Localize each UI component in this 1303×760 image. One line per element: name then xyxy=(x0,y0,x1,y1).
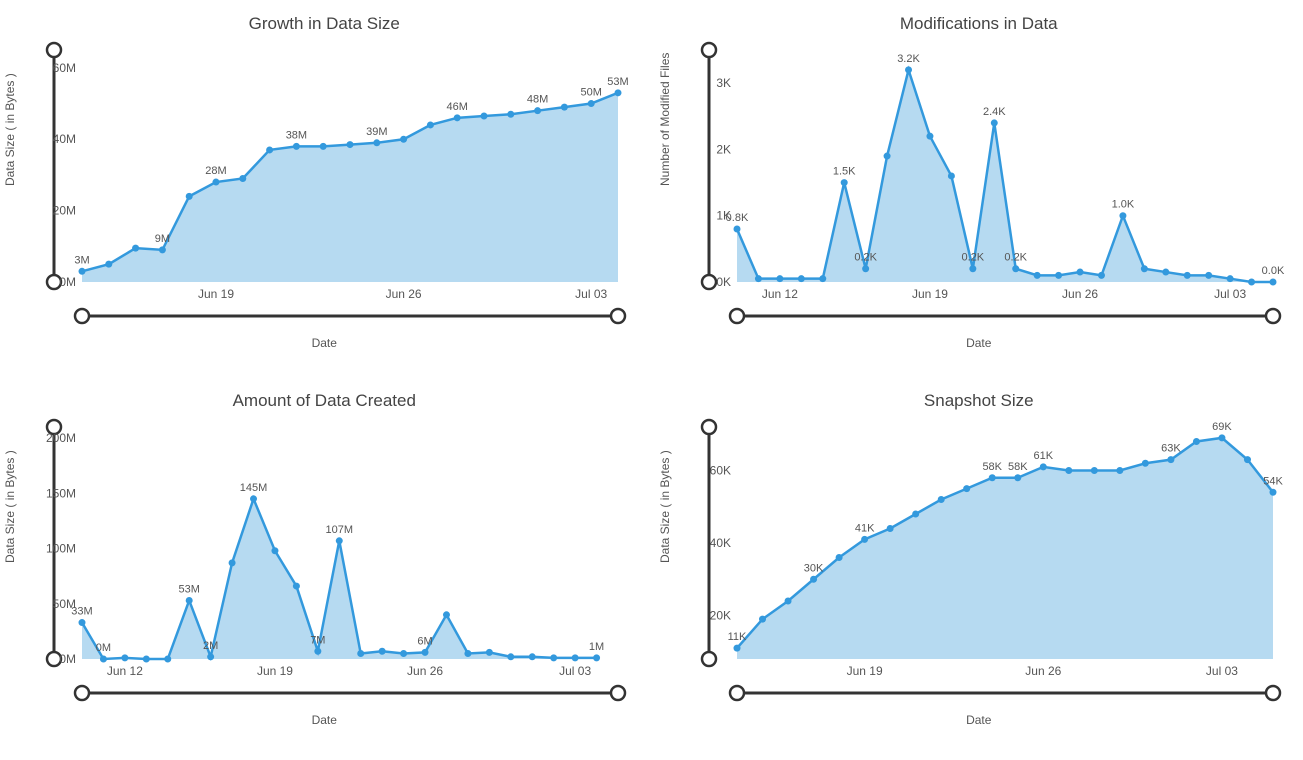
svg-text:Jun 26: Jun 26 xyxy=(407,664,443,678)
svg-text:9M: 9M xyxy=(155,233,170,245)
svg-text:107M: 107M xyxy=(326,524,354,536)
svg-text:Jun 19: Jun 19 xyxy=(257,664,293,678)
chart-svg: 11K 30K 41K 58K 58K 61K 63K 69K 54K 20K 40K 60K Jun … xyxy=(667,417,1287,709)
svg-text:Jun 26: Jun 26 xyxy=(1062,287,1098,301)
chart-title: Modifications in Data xyxy=(667,14,1292,34)
svg-text:46M: 46M xyxy=(446,101,467,113)
svg-text:0.2K: 0.2K xyxy=(854,252,877,264)
svg-text:200M: 200M xyxy=(46,431,76,445)
svg-text:50M: 50M xyxy=(53,597,76,611)
x-axis-label: Date xyxy=(667,713,1292,727)
svg-text:30K: 30K xyxy=(803,562,823,574)
svg-text:0M: 0M xyxy=(59,275,76,289)
svg-text:41K: 41K xyxy=(854,522,874,534)
svg-text:53M: 53M xyxy=(607,76,628,88)
svg-text:0.2K: 0.2K xyxy=(961,252,984,264)
svg-text:69K: 69K xyxy=(1212,421,1232,433)
svg-text:7M: 7M xyxy=(310,634,325,646)
svg-text:145M: 145M xyxy=(240,482,268,494)
svg-text:Jul 03: Jul 03 xyxy=(575,287,607,301)
chart-svg: 0.8K1.5K0.2K3.2K0.2K2.4K0.2K1.0K0.0K0K1K… xyxy=(667,40,1287,332)
svg-text:Jun 12: Jun 12 xyxy=(107,664,143,678)
svg-text:0M: 0M xyxy=(59,652,76,666)
svg-text:40K: 40K xyxy=(709,536,730,550)
svg-text:Jun 19: Jun 19 xyxy=(198,287,234,301)
svg-text:58K: 58K xyxy=(982,461,1002,473)
svg-text:60M: 60M xyxy=(53,61,76,75)
svg-text:Jul 03: Jul 03 xyxy=(559,664,591,678)
svg-text:53M: 53M xyxy=(178,583,199,595)
svg-text:20M: 20M xyxy=(53,204,76,218)
svg-text:28M: 28M xyxy=(205,165,226,177)
chart-plot-area[interactable]: Data Size ( in Bytes ) 11K30K41K58K58K61… xyxy=(667,417,1292,709)
svg-text:40M: 40M xyxy=(53,132,76,146)
svg-text:1M: 1M xyxy=(589,641,604,653)
chart-title: Amount of Data Created xyxy=(12,391,637,411)
svg-text:2K: 2K xyxy=(716,142,731,156)
svg-text:100M: 100M xyxy=(46,542,76,556)
dashboard-grid: Growth in Data Size Data Size ( in Bytes… xyxy=(12,12,1291,748)
svg-text:60K: 60K xyxy=(709,464,730,478)
svg-text:0.2K: 0.2K xyxy=(1004,252,1027,264)
svg-text:0M: 0M xyxy=(96,642,111,654)
chart-plot-area[interactable]: Number of Modified Files 0.8K1.5K0.2K3.2… xyxy=(667,40,1292,332)
chart-plot-area[interactable]: Data Size ( in Bytes ) 33M0M53M2M145M7M1… xyxy=(12,417,637,709)
y-axis-label: Data Size ( in Bytes ) xyxy=(3,73,17,186)
svg-text:Jul 03: Jul 03 xyxy=(1214,287,1246,301)
chart-plot-area[interactable]: Data Size ( in Bytes ) 3M9M28M38M39M46M4… xyxy=(12,40,637,332)
chart-svg: 33M0M53M2M145M7M107M6M1M0M50M100M150M200… xyxy=(12,417,632,709)
chart-snapshot-size: Snapshot Size Data Size ( in Bytes ) 11K… xyxy=(667,389,1292,748)
svg-text:0K: 0K xyxy=(716,275,731,289)
svg-text:6M: 6M xyxy=(417,635,432,647)
svg-text:58K: 58K xyxy=(1007,461,1027,473)
chart-amount-of-data-created: Amount of Data Created Data Size ( in By… xyxy=(12,389,637,748)
chart-modifications-in-data: Modifications in Data Number of Modified… xyxy=(667,12,1292,371)
svg-text:3.2K: 3.2K xyxy=(897,53,920,65)
svg-text:54K: 54K xyxy=(1263,475,1283,487)
svg-text:63K: 63K xyxy=(1161,443,1181,455)
svg-text:38M: 38M xyxy=(286,129,307,141)
svg-text:2M: 2M xyxy=(203,640,218,652)
svg-text:Jun 12: Jun 12 xyxy=(761,287,797,301)
svg-text:61K: 61K xyxy=(1033,450,1053,462)
svg-text:2.4K: 2.4K xyxy=(982,106,1005,118)
svg-text:1.0K: 1.0K xyxy=(1111,199,1134,211)
chart-title: Growth in Data Size xyxy=(12,14,637,34)
svg-text:1.5K: 1.5K xyxy=(832,166,855,178)
y-axis-label: Data Size ( in Bytes ) xyxy=(658,450,672,563)
svg-text:Jun 26: Jun 26 xyxy=(386,287,422,301)
svg-text:3K: 3K xyxy=(716,76,731,90)
chart-growth-in-data-size: Growth in Data Size Data Size ( in Bytes… xyxy=(12,12,637,371)
svg-text:11K: 11K xyxy=(727,631,746,643)
svg-text:0.0K: 0.0K xyxy=(1261,265,1284,277)
x-axis-label: Date xyxy=(667,336,1292,350)
svg-text:3M: 3M xyxy=(74,254,89,266)
svg-text:Jun 19: Jun 19 xyxy=(911,287,947,301)
svg-text:Jul 03: Jul 03 xyxy=(1205,664,1237,678)
chart-title: Snapshot Size xyxy=(667,391,1292,411)
x-axis-label: Date xyxy=(12,336,637,350)
y-axis-label: Number of Modified Files xyxy=(658,53,672,186)
x-axis-label: Date xyxy=(12,713,637,727)
svg-text:150M: 150M xyxy=(46,486,76,500)
svg-text:48M: 48M xyxy=(527,94,548,106)
svg-text:50M: 50M xyxy=(580,87,601,99)
svg-text:1K: 1K xyxy=(716,209,731,223)
y-axis-label: Data Size ( in Bytes ) xyxy=(3,450,17,563)
chart-svg: 3M 9M 28M 38M 39M 46M 48M 50M 53M 0M 20M 40M 60M Jun … xyxy=(12,40,632,332)
svg-text:20K: 20K xyxy=(709,609,730,623)
svg-text:Jun 26: Jun 26 xyxy=(1025,664,1061,678)
svg-text:39M: 39M xyxy=(366,126,387,138)
svg-text:Jun 19: Jun 19 xyxy=(846,664,882,678)
